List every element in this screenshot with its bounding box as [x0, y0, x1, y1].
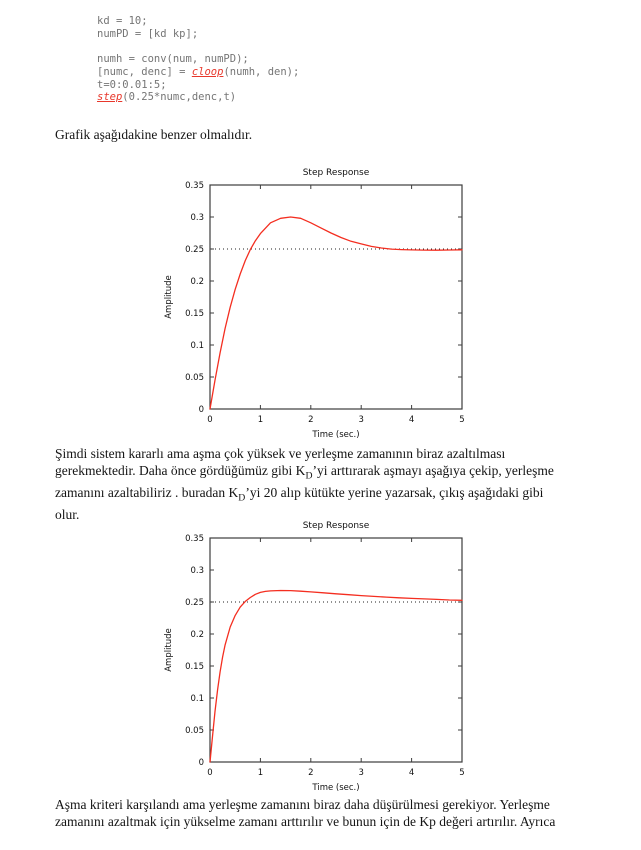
svg-text:Amplitude: Amplitude	[164, 275, 174, 319]
svg-text:2: 2	[308, 768, 313, 778]
code-link-step[interactable]: step	[97, 91, 123, 104]
paragraph-grafik: Grafik aşağıdakine benzer olmalıdır.	[55, 127, 252, 144]
subscript: D	[305, 470, 313, 482]
code-line: step(0.25*numc,denc,t)	[97, 91, 237, 104]
svg-text:0.05: 0.05	[185, 373, 204, 383]
svg-text:0.2: 0.2	[190, 630, 204, 640]
code-line	[97, 40, 299, 53]
svg-text:0.35: 0.35	[185, 534, 204, 544]
svg-text:0.35: 0.35	[185, 181, 204, 191]
paragraph-line: zamanını azaltmak için yükselme zamanı a…	[55, 813, 556, 829]
svg-text:0: 0	[207, 415, 212, 425]
chart-svg: 0 1 2 3 4 5 0 0.05 0.1 0.15 0.2 0.25 0.3 0.35 Step Res…	[164, 521, 465, 793]
svg-text:0.25: 0.25	[185, 245, 204, 255]
code-line: numh = conv(num, numPD);	[97, 53, 249, 66]
paragraph-text: Grafik aşağıdakine benzer olmalıdır.	[55, 127, 253, 142]
svg-text:5: 5	[459, 768, 464, 778]
svg-text:0.05: 0.05	[185, 726, 204, 736]
svg-text:0.3: 0.3	[190, 213, 204, 223]
svg-text:Step Response: Step Response	[303, 168, 370, 178]
chart-svg: 0 1 2 3 4 5 0 0.05 0.1 0.15 0.2 0.25 0.3 0.35 Step Res…	[164, 168, 465, 440]
paragraph-analysis-1: Şimdi sistem kararlı ama aşma çok yüksek…	[55, 446, 554, 523]
svg-text:4: 4	[409, 768, 414, 778]
svg-text:4: 4	[409, 415, 414, 425]
svg-text:3: 3	[358, 768, 363, 778]
svg-text:0.2: 0.2	[190, 277, 204, 287]
step-response-chart-2: 0 1 2 3 4 5 0 0.05 0.1 0.15 0.2 0.25 0.3 0.35 Step Res…	[158, 514, 474, 801]
code-line: numPD = [kd kp];	[97, 27, 199, 40]
paragraph-line: Aşma kriteri karşılandı ama yerleşme zam…	[55, 797, 550, 812]
svg-text:Time (sec.): Time (sec.)	[311, 783, 359, 793]
code-line: kd = 10;	[97, 15, 148, 27]
svg-text:0.25: 0.25	[185, 598, 204, 608]
svg-text:0.15: 0.15	[185, 662, 204, 672]
step-response-chart-1: 0 1 2 3 4 5 0 0.05 0.1 0.15 0.2 0.25 0.3 0.35 Step Res…	[158, 161, 474, 448]
svg-text:Step Response: Step Response	[303, 521, 370, 531]
svg-text:2: 2	[308, 415, 313, 425]
svg-text:0: 0	[199, 758, 204, 768]
svg-text:1: 1	[258, 415, 263, 425]
svg-text:3: 3	[358, 415, 363, 425]
svg-text:Amplitude: Amplitude	[164, 628, 174, 672]
svg-text:0.1: 0.1	[190, 694, 204, 704]
svg-text:1: 1	[258, 768, 263, 778]
code-line: t=0:0.01:5;	[97, 78, 167, 91]
svg-text:5: 5	[459, 415, 464, 425]
svg-text:0.3: 0.3	[190, 566, 204, 576]
svg-text:0: 0	[207, 768, 212, 778]
subscript: D	[238, 492, 246, 504]
paragraph-line: gerekmektedir. Daha önce gördüğümüz gibi…	[55, 462, 554, 482]
paragraph-line: olur.	[55, 506, 80, 522]
svg-text:0: 0	[199, 405, 204, 415]
svg-text:Time (sec.): Time (sec.)	[311, 430, 359, 440]
paragraph-analysis-2: Aşma kriteri karşılandı ama yerleşme zam…	[55, 797, 555, 830]
svg-text:0.15: 0.15	[185, 309, 204, 319]
matlab-code-block: kd = 10; numPD = [kd kp]; numh = conv(nu…	[97, 15, 299, 104]
code-link-cloop[interactable]: cloop	[191, 65, 224, 78]
paragraph-line: zamanını azaltabiliriz . buradan KD’yi 2…	[55, 484, 544, 504]
paragraph-line: Şimdi sistem kararlı ama aşma çok yüksek…	[55, 446, 506, 461]
svg-text:0.1: 0.1	[190, 341, 204, 351]
code-line: [numc, denc] = cloop(numh, den);	[97, 65, 300, 78]
